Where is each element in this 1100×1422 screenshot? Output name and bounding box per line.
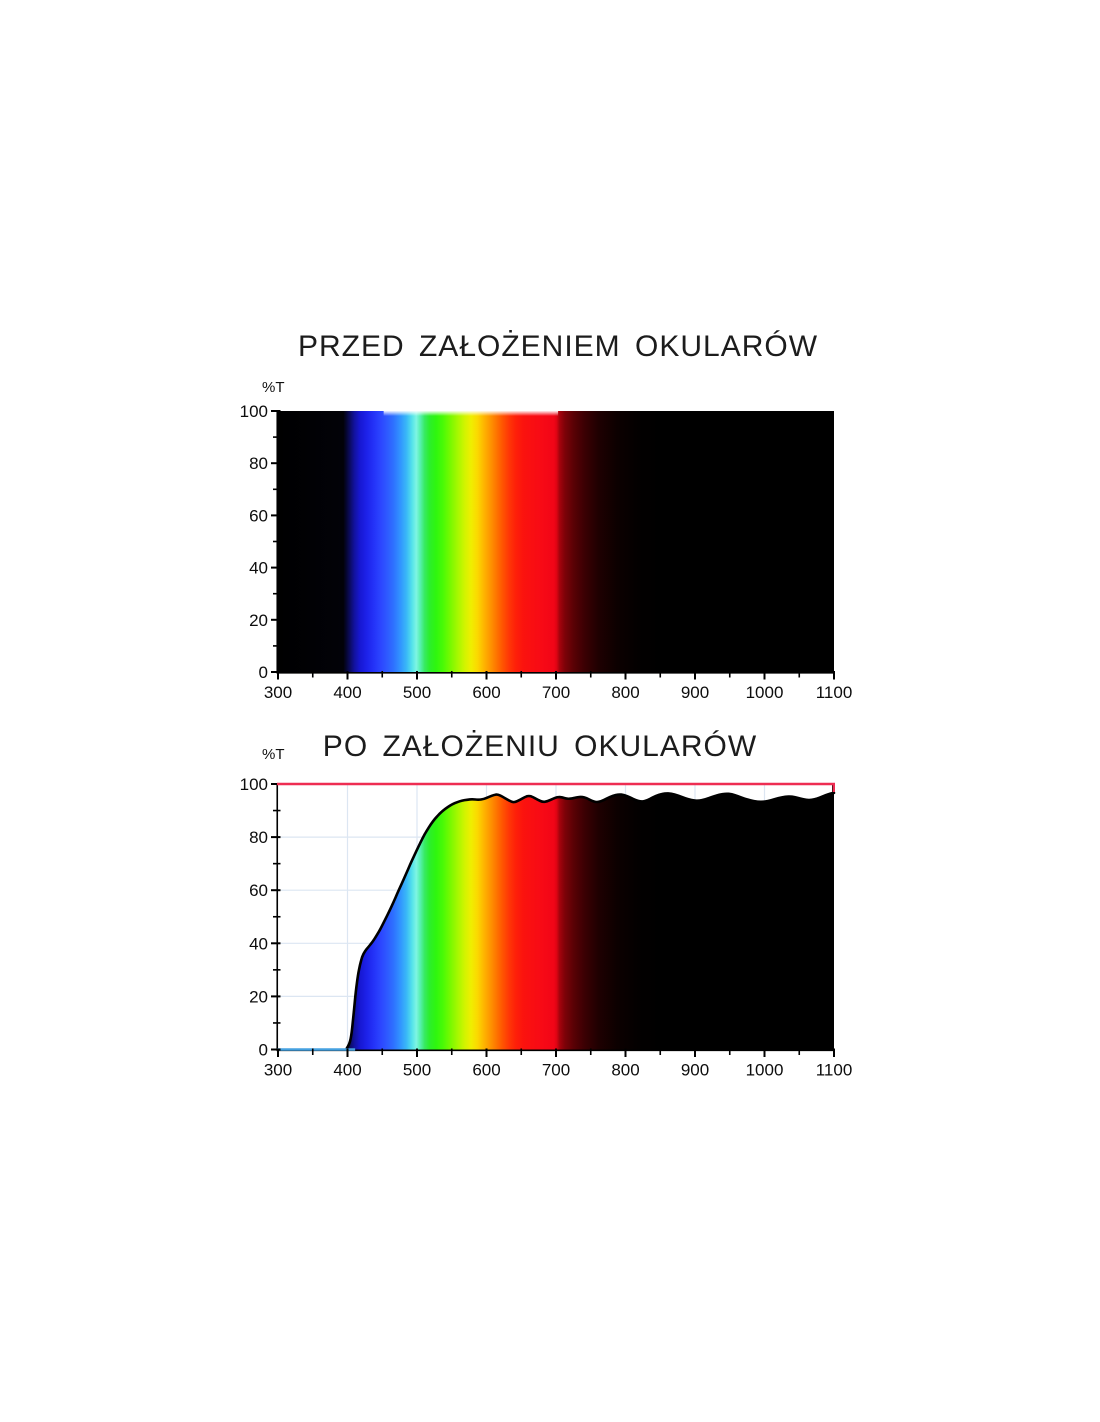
x-tick-label: 800 [611,1061,639,1080]
y-tick-label: 20 [249,611,268,630]
y-tick-label: 100 [240,402,268,421]
x-tick-label: 600 [472,1061,500,1080]
y-tick-label: 80 [249,828,268,847]
chart2-title: PO ZAŁOŻENIU OKULARÓW [322,730,758,763]
y-tick-label: 60 [249,506,268,525]
y-tick-label: 80 [249,454,268,473]
spectrum-area-before [278,411,834,672]
x-tick-label: 700 [542,683,570,702]
x-tick-label: 800 [611,683,639,702]
x-tick-label: 700 [542,1061,570,1080]
x-tick-label: 900 [681,1061,709,1080]
y-tick-label: 60 [249,881,268,900]
y-tick-label: 100 [240,775,268,794]
y-tick-label: 40 [249,559,268,578]
chart-after: 300 400 500 600 700 800 900 1000 1100 0 20 40 60 80 10… [240,775,853,1080]
chart1-y-unit-label: %T [262,379,285,396]
y-tick-label: 0 [259,663,268,682]
transmission-curve [345,791,836,1050]
x-tick-label: 300 [264,1061,292,1080]
x-tick-label: 1000 [746,683,784,702]
x-tick-label: 500 [403,1061,431,1080]
x-tick-label: 500 [403,683,431,702]
overexposure-glow [383,411,559,416]
y-tick-label: 20 [249,987,268,1006]
x-tick-label: 1000 [746,1061,784,1080]
y-tick-label: 40 [249,934,268,953]
y-tick-label: 0 [259,1041,268,1060]
x-tick-label: 1100 [816,1061,853,1080]
x-tick-label: 1100 [816,683,853,702]
x-tick-label: 600 [472,683,500,702]
x-tick-label: 400 [333,683,361,702]
chart1-title: PRZED ZAŁOŻENIEM OKULARÓW [297,330,819,363]
x-tick-label: 300 [264,683,292,702]
chart-before: 300 400 500 600 700 800 900 1000 1100 0 20 40 60 80 10… [240,402,853,702]
spectrum-area-after [278,792,834,1050]
chart2-y-unit-label: %T [262,746,285,763]
x-tick-label: 400 [333,1061,361,1080]
x-tick-label: 900 [681,683,709,702]
